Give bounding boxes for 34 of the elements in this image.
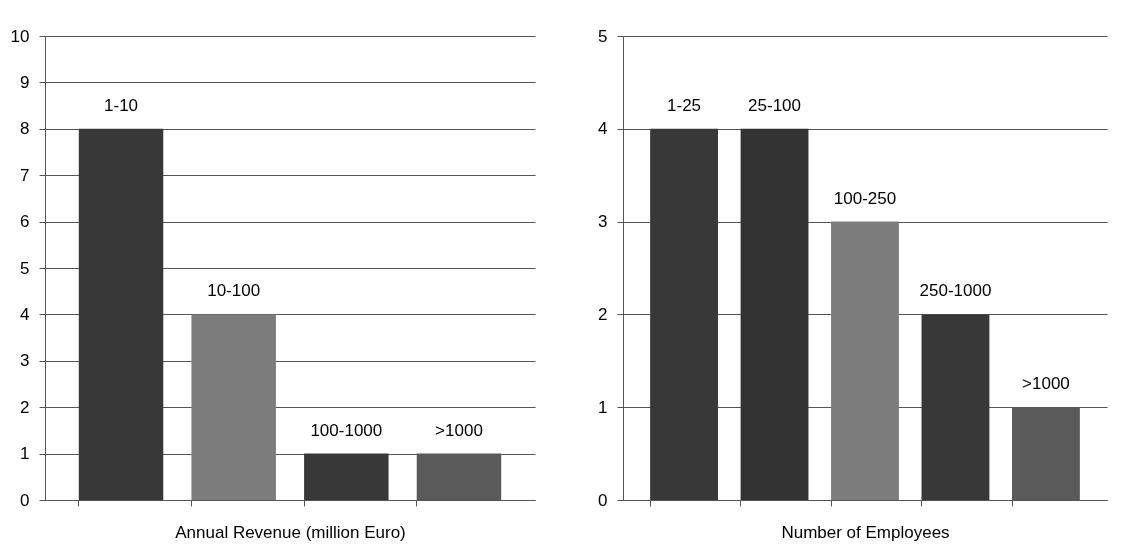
y-tick-label: 5 [598,26,608,46]
bar [650,128,718,500]
y-tick-label: 2 [598,304,608,324]
category-label: >1000 [1022,374,1070,394]
y-tick-label: 0 [598,490,608,510]
y-tick-label: 1 [598,397,608,417]
bar [831,221,899,500]
bar [740,128,809,500]
category-label: 250-1000 [919,281,992,301]
x-tick-label: 100-1000 [310,420,383,440]
x-axis-title: Annual Revenue (million Euro) [175,523,406,542]
bar [78,128,164,500]
category-label: 1-25 [667,95,702,115]
y-tick-label: 1 [20,444,30,464]
category-label: 25-100 [748,95,801,115]
category-label: 100-250 [833,188,897,208]
x-tick-label: 10-100 [207,281,261,301]
y-tick-label: 9 [20,72,30,92]
y-tick-label: 8 [20,119,30,139]
y-tick-label: 7 [20,165,30,185]
y-tick-label: 4 [598,119,608,139]
y-tick-label: 4 [20,304,30,324]
y-tick-label: 6 [20,212,30,232]
x-axis-title: Number of Employees [781,523,950,542]
y-tick-label: 2 [20,397,30,417]
y-tick-label: 10 [10,26,30,46]
y-tick-label: 5 [20,258,30,278]
bar [921,314,990,500]
y-tick-label: 3 [598,212,608,232]
x-tick-label: 1-10 [104,95,139,115]
y-tick-label: 3 [20,351,30,371]
bar [191,314,276,500]
y-tick-label: 0 [20,490,30,510]
bar [304,453,389,500]
